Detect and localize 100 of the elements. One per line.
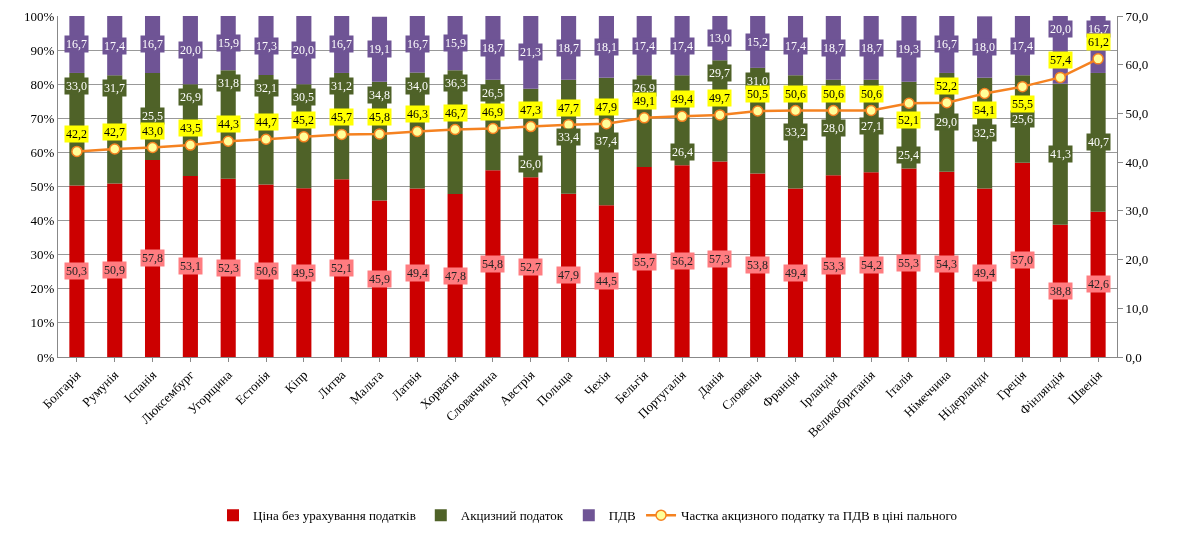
point [1016,80,1029,93]
point [676,110,688,123]
data-label: 44,3 [218,117,239,131]
y-tick-label: 50% [30,179,55,195]
data-label: 21,3 [520,45,541,59]
data-label: 49,1 [634,94,655,108]
data-label: 42,7 [104,125,125,139]
data-label: 52,1 [898,113,919,127]
data-label: 42,6 [1088,277,1109,291]
data-label: 50,6 [785,87,806,101]
y2-tick-label: 50,0 [1125,105,1149,121]
data-label: 46,9 [482,105,503,119]
legend-label: ПДВ [608,508,637,524]
data-label: 16,7 [331,37,352,51]
data-label: 33,0 [66,79,87,93]
y-tick-label: 70% [30,110,55,126]
data-label: 53,1 [180,259,201,273]
data-label: 55,5 [1012,97,1033,111]
data-label: 50,5 [747,87,768,101]
data-label: 53,8 [747,258,768,272]
legend-label: Акцизний податок [460,508,564,524]
y2-tick-label: 30,0 [1125,203,1149,219]
data-label: 49,4 [785,266,806,280]
data-label: 18,7 [823,41,844,55]
data-label: 38,8 [1050,284,1071,298]
bar [1014,162,1031,357]
y2-tick-label: 70,0 [1125,8,1149,24]
data-label: 52,3 [218,261,239,275]
data-label: 32,1 [256,81,277,95]
data-label: 36,3 [445,76,466,90]
data-label: 45,2 [293,113,314,127]
data-label: 31,2 [331,79,352,93]
data-label: 18,7 [558,41,579,55]
data-label: 16,7 [407,37,428,51]
data-label: 49,4 [407,266,428,280]
data-label: 54,1 [974,103,995,117]
data-label: 20,0 [293,43,314,57]
data-label: 40,7 [1088,135,1109,149]
point [108,143,121,155]
point [978,87,991,100]
point [222,135,234,147]
data-label: 45,7 [331,110,352,124]
point [449,123,461,136]
data-label: 33,2 [785,125,806,139]
point [941,96,953,109]
data-label: 42,2 [66,127,87,141]
data-label: 43,0 [142,124,163,138]
y-tick-label: 90% [30,42,55,58]
data-label: 26,9 [180,90,201,104]
y2-tick-label: 10,0 [1125,300,1149,316]
data-label: 17,4 [785,39,806,53]
y-tick-label: 80% [30,76,55,92]
y-tick-label: 10% [30,315,55,331]
data-label: 17,4 [104,39,125,53]
data-label: 47,8 [445,269,466,283]
data-label: 19,3 [898,42,919,56]
data-label: 52,1 [331,261,352,275]
point [184,139,197,151]
point [260,133,272,145]
y-tick-label: 40% [30,213,55,229]
data-label: 31,8 [218,76,239,90]
data-label: 18,7 [482,41,503,55]
y2-tick-label: 40,0 [1125,154,1149,170]
data-label: 31,0 [747,74,768,88]
data-label: 55,3 [898,256,919,270]
data-label: 57,3 [709,252,730,266]
point [71,145,83,158]
data-label: 18,1 [596,40,617,54]
data-label: 57,0 [1012,253,1033,267]
legend-label: Ціна без урахування податків [253,508,416,524]
point [638,112,650,124]
data-label: 49,4 [974,266,995,280]
point [525,120,537,133]
data-label: 46,3 [407,107,428,121]
point [789,104,802,117]
data-label: 32,5 [974,126,995,140]
data-label: 37,4 [596,134,617,148]
y2-tick-label: 60,0 [1125,57,1149,73]
data-label: 34,0 [407,79,428,93]
data-label: 50,3 [66,264,87,278]
point [411,125,424,138]
data-label: 20,0 [180,43,201,57]
data-label: 46,7 [445,106,466,120]
y-tick-label: 0% [37,349,55,365]
data-label: 44,5 [596,274,617,288]
point [865,104,877,117]
y-tick-label: 100% [24,8,55,24]
point [373,128,386,140]
data-label: 61,2 [1088,35,1109,49]
point [903,97,915,109]
data-label: 17,4 [672,39,693,53]
data-label: 52,2 [936,79,957,93]
data-label: 17,4 [1012,39,1033,53]
point [751,105,764,117]
data-label: 26,9 [634,81,655,95]
data-label: 41,3 [1050,147,1071,161]
data-label: 26,4 [672,145,693,159]
data-label: 16,7 [936,37,957,51]
data-label: 26,5 [482,86,503,100]
data-label: 16,7 [1088,22,1109,36]
